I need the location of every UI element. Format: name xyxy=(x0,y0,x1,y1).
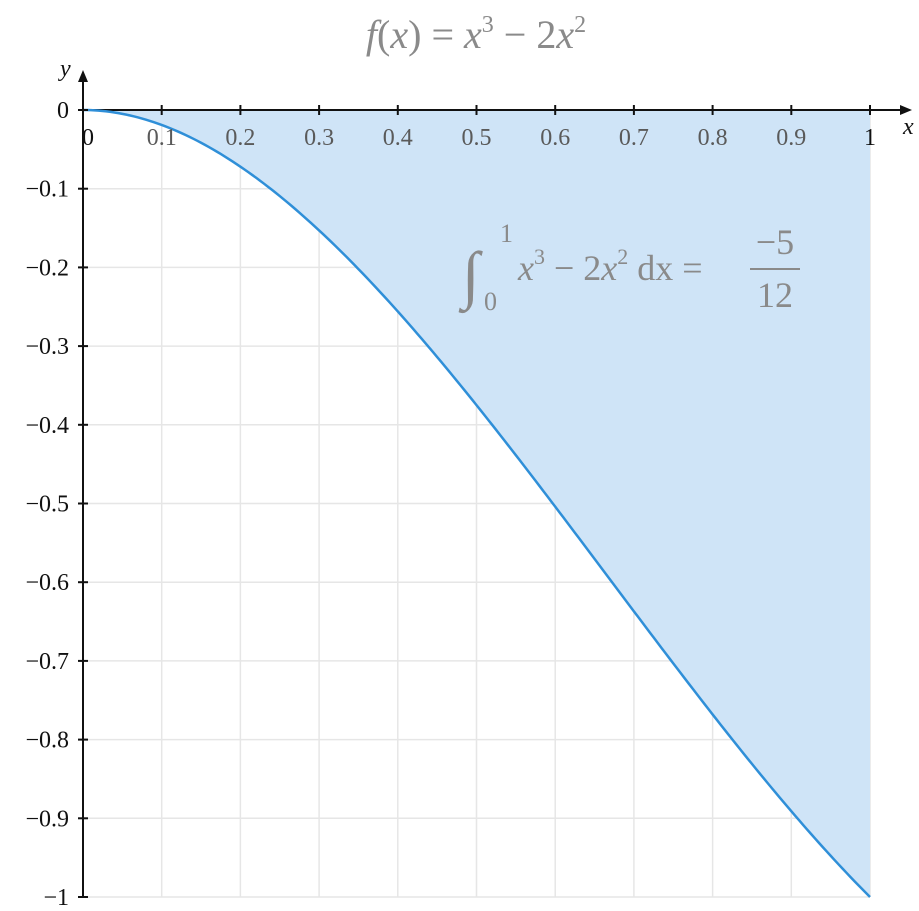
integrand: x3 − 2x2 dx = xyxy=(517,244,703,288)
axes xyxy=(78,70,912,897)
x-axis-arrow xyxy=(900,105,912,115)
y-tick-label: 0 xyxy=(57,98,69,124)
chart-title: f(x) = x3 − 2x2 xyxy=(366,12,586,57)
x-tick-label: 0.4 xyxy=(383,125,413,151)
x-tick-label: 1 xyxy=(864,125,876,151)
result-numerator: −5 xyxy=(756,222,794,262)
tick-labels: 0 0.1 0.2 0.3 0.4 0.5 0.6 0.7 0.8 0.9 1 0 −0.1 −0.2 −0… xyxy=(25,98,876,911)
x-tick-label: 0 xyxy=(82,125,94,151)
y-tick-label: −0.5 xyxy=(25,492,69,518)
y-tick-label: −0.8 xyxy=(25,728,69,754)
y-tick-label: −0.1 xyxy=(25,177,69,203)
integral-lower-limit: 0 xyxy=(484,287,497,316)
x-tick-label: 0.3 xyxy=(304,125,334,151)
y-axis-label: y xyxy=(58,56,71,82)
x-tick-label: 0.2 xyxy=(225,125,255,151)
x-tick-label: 0.5 xyxy=(462,125,492,151)
x-tick-label: 0.6 xyxy=(540,125,570,151)
y-axis-arrow xyxy=(78,70,88,82)
integral-annotation: ∫ 1 0 x3 − 2x2 dx = −5 12 xyxy=(458,219,800,316)
x-tick-label: 0.9 xyxy=(776,125,806,151)
y-tick-label: −0.4 xyxy=(25,413,69,439)
x-tick-label: 0.7 xyxy=(619,125,649,151)
x-axis-label: x xyxy=(902,114,914,140)
integral-upper-limit: 1 xyxy=(500,219,513,248)
y-tick-label: −0.6 xyxy=(25,570,69,596)
y-tick-label: −0.3 xyxy=(25,334,69,360)
function-curve xyxy=(82,108,871,898)
y-tick-label: −1 xyxy=(43,885,69,911)
x-tick-label: 0.1 xyxy=(147,125,177,151)
y-tick-label: −0.2 xyxy=(25,255,69,281)
shaded-area xyxy=(83,110,870,897)
y-tick-label: −0.9 xyxy=(25,806,69,832)
x-tick-label: 0.8 xyxy=(698,125,728,151)
y-tick-label: −0.7 xyxy=(25,649,69,675)
result-denominator: 12 xyxy=(757,275,793,315)
integral-sign: ∫ xyxy=(458,239,483,314)
